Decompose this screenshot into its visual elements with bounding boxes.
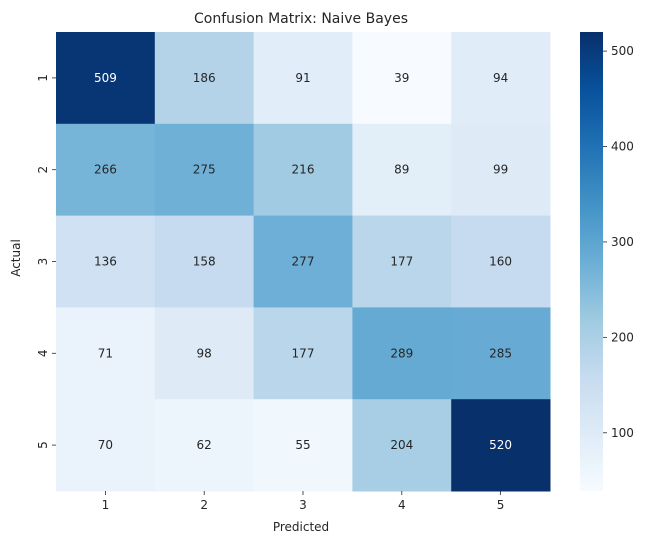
cell-value-label: 94 bbox=[493, 71, 508, 85]
heatmap-cell bbox=[352, 399, 452, 492]
y-tick-label: 5 bbox=[36, 441, 50, 449]
x-tick-label: 4 bbox=[398, 498, 406, 512]
y-tick-label: 4 bbox=[36, 349, 50, 357]
cell-value-label: 216 bbox=[292, 163, 315, 177]
heatmap-cell bbox=[352, 215, 452, 308]
cell-value-label: 177 bbox=[390, 255, 413, 269]
heatmap-cell-labels: 509 186 91 39 94 266 275 216 89 99 136 158 277 177 160… bbox=[94, 71, 512, 452]
cell-value-label: 520 bbox=[489, 438, 512, 452]
heatmap-cell bbox=[253, 399, 353, 492]
colorbar-tick-label: 300 bbox=[611, 235, 634, 249]
colorbar-tick-label: 200 bbox=[611, 330, 634, 344]
x-tick-label: 5 bbox=[497, 498, 505, 512]
cell-value-label: 509 bbox=[94, 71, 117, 85]
y-tick-label: 1 bbox=[36, 74, 50, 82]
x-tick-label: 1 bbox=[102, 498, 110, 512]
heatmap-cell bbox=[56, 399, 156, 492]
x-tick-label: 2 bbox=[200, 498, 208, 512]
heatmap-cell bbox=[352, 307, 452, 400]
colorbar-ticks: 100 200 300 400 500 bbox=[603, 44, 634, 440]
heatmap-cell bbox=[451, 399, 551, 492]
cell-value-label: 177 bbox=[292, 346, 315, 360]
cell-value-label: 275 bbox=[193, 163, 216, 177]
colorbar-tick-label: 500 bbox=[611, 44, 634, 58]
heatmap-cell bbox=[253, 307, 353, 400]
heatmap-cell bbox=[451, 32, 551, 125]
heatmap-cell bbox=[56, 307, 156, 400]
heatmap-cell bbox=[154, 123, 255, 217]
cell-value-label: 158 bbox=[193, 255, 216, 269]
y-tick-label: 3 bbox=[36, 258, 50, 266]
cell-value-label: 277 bbox=[292, 255, 315, 269]
heatmap-cell bbox=[154, 307, 255, 400]
cell-value-label: 71 bbox=[98, 346, 113, 360]
x-tick-label: 3 bbox=[299, 498, 307, 512]
cell-value-label: 89 bbox=[394, 163, 409, 177]
heatmap-cell bbox=[451, 215, 551, 308]
cell-value-label: 136 bbox=[94, 255, 117, 269]
heatmap-cell bbox=[352, 32, 452, 125]
cell-value-label: 91 bbox=[295, 71, 310, 85]
cell-value-label: 266 bbox=[94, 163, 117, 177]
cell-value-label: 39 bbox=[394, 71, 409, 85]
heatmap-cell bbox=[352, 123, 452, 217]
heatmap-cell bbox=[154, 32, 255, 125]
cell-value-label: 289 bbox=[390, 346, 413, 360]
cell-value-label: 99 bbox=[493, 163, 508, 177]
y-axis-ticks: 1 2 3 4 5 bbox=[36, 74, 56, 449]
x-axis-ticks: 1 2 3 4 5 bbox=[102, 491, 505, 512]
cell-value-label: 285 bbox=[489, 346, 512, 360]
heatmap-cell bbox=[253, 32, 353, 125]
heatmap-cell bbox=[253, 123, 353, 217]
heatmap-cell bbox=[56, 123, 156, 217]
heatmap-cell bbox=[253, 215, 353, 308]
y-axis-label: Actual bbox=[9, 239, 23, 277]
cell-value-label: 204 bbox=[390, 438, 413, 452]
cell-value-label: 62 bbox=[197, 438, 212, 452]
x-axis-label: Predicted bbox=[273, 520, 329, 534]
heatmap-cell bbox=[154, 399, 255, 492]
cell-value-label: 160 bbox=[489, 255, 512, 269]
colorbar-tick-label: 100 bbox=[611, 426, 634, 440]
colorbar bbox=[580, 32, 603, 491]
colorbar-tick-label: 400 bbox=[611, 140, 634, 154]
heatmap-cell bbox=[56, 32, 156, 125]
cell-value-label: 70 bbox=[98, 438, 113, 452]
cell-value-label: 55 bbox=[295, 438, 310, 452]
chart-title: Confusion Matrix: Naive Bayes bbox=[194, 11, 408, 27]
heatmap-cell bbox=[56, 215, 156, 308]
heatmap-cell bbox=[451, 307, 551, 400]
cell-value-label: 98 bbox=[197, 346, 212, 360]
heatmap-cell bbox=[154, 215, 255, 308]
heatmap-cell bbox=[451, 123, 551, 217]
cell-value-label: 186 bbox=[193, 71, 216, 85]
heatmap-cells bbox=[56, 32, 551, 492]
y-tick-label: 2 bbox=[36, 166, 50, 174]
